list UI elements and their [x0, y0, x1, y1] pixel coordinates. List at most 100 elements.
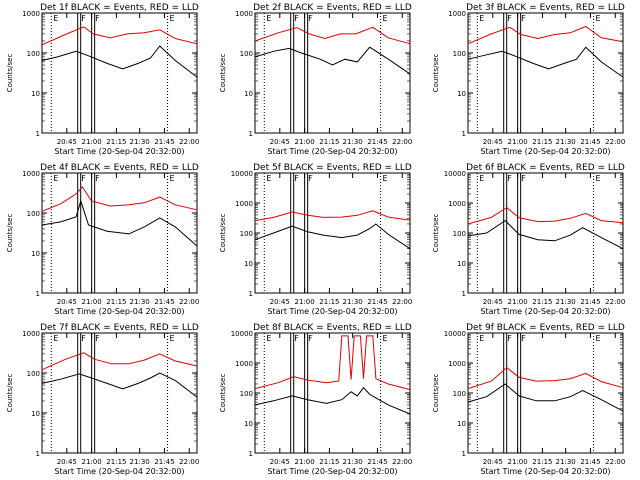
x-tick-label: 21:15: [532, 298, 552, 306]
x-tick-label: 20:45: [483, 458, 503, 466]
panel-title: Det 5f BLACK = Events, RED = LLD: [253, 163, 412, 173]
marker-label: F: [294, 14, 299, 23]
marker-label: F: [294, 174, 299, 183]
marker-label: F: [507, 334, 512, 343]
marker-label: E: [383, 14, 388, 23]
y-axis-label: Counts/sec: [219, 214, 227, 253]
plot-frame: [254, 332, 411, 454]
marker-label: F: [308, 14, 313, 23]
y-tick-label: 1: [462, 290, 466, 298]
x-axis-label: Start Time (20-Sep-04 20:32:00): [480, 467, 610, 476]
series-line-lld: [254, 26, 411, 45]
panel-1: Det 1f BLACK = Events, RED = LLD Counts/s…: [6, 3, 199, 156]
x-tick-label: 21:15: [106, 298, 126, 306]
y-tick-label: 1: [36, 290, 40, 298]
y-tick-label: 100: [453, 50, 466, 58]
y-tick-label: 10: [244, 260, 253, 268]
x-tick-label: 21:45: [580, 298, 600, 306]
marker-label: E: [596, 174, 601, 183]
x-tick-label: 21:15: [319, 298, 339, 306]
plot-frame: [467, 12, 624, 134]
x-tick-label: 21:00: [82, 458, 102, 466]
x-tick-label: 21:00: [82, 298, 102, 306]
y-tick-label: 1000: [235, 360, 253, 368]
x-tick-label: 21:30: [343, 298, 363, 306]
marker-label: E: [479, 334, 484, 343]
panel-title: Det 4f BLACK = Events, RED = LLD: [40, 163, 199, 173]
x-axis-label: Start Time (20-Sep-04 20:32:00): [54, 467, 184, 476]
x-tick-label: 21:00: [295, 298, 315, 306]
x-tick-label: 21:15: [106, 458, 126, 466]
panel-5: Det 5f BLACK = Events, RED = LLD Counts/s…: [219, 163, 412, 316]
x-tick-label: 21:00: [508, 458, 528, 466]
x-tick-label: 22:00: [392, 298, 412, 306]
y-tick-label: 1000: [235, 10, 253, 18]
marker-label: F: [521, 14, 526, 23]
series-line-lld: [467, 206, 624, 225]
panel-9: Det 9f BLACK = Events, RED = LLD Counts/s…: [432, 323, 625, 476]
x-tick-label: 20:45: [270, 138, 290, 146]
marker-label: E: [266, 14, 271, 23]
x-tick-label: 21:45: [154, 458, 174, 466]
x-tick-label: 21:30: [130, 298, 150, 306]
marker-label: F: [507, 14, 512, 23]
x-tick-label: 20:45: [57, 138, 77, 146]
x-tick-label: 21:30: [343, 138, 363, 146]
marker-label: F: [308, 174, 313, 183]
series-line-events: [467, 383, 624, 412]
y-tick-label: 1: [462, 450, 466, 458]
y-tick-label: 10000: [231, 330, 253, 338]
y-tick-label: 1000: [22, 10, 40, 18]
panel-title: Det 1f BLACK = Events, RED = LLD: [40, 3, 199, 13]
marker-label: F: [521, 334, 526, 343]
marker-label: E: [170, 14, 175, 23]
marker-label: F: [294, 334, 299, 343]
plot-frame: [41, 332, 198, 454]
x-tick-label: 21:30: [343, 458, 363, 466]
series-line-lld: [254, 335, 411, 391]
series-line-lld: [467, 366, 624, 390]
y-tick-label: 100: [240, 50, 253, 58]
x-tick-label: 21:15: [106, 138, 126, 146]
marker-label: E: [596, 334, 601, 343]
y-axis-label: Counts/sec: [6, 374, 14, 413]
y-tick-label: 10000: [444, 170, 466, 178]
y-tick-label: 10: [457, 260, 466, 268]
x-axis-label: Start Time (20-Sep-04 20:32:00): [480, 307, 610, 316]
y-tick-label: 1000: [22, 170, 40, 178]
y-tick-label: 1: [249, 290, 253, 298]
marker-label: F: [507, 174, 512, 183]
y-tick-label: 100: [240, 390, 253, 398]
y-tick-label: 10: [244, 420, 253, 428]
y-tick-label: 10: [244, 90, 253, 98]
plot-frame: [41, 172, 198, 294]
x-tick-label: 21:30: [556, 298, 576, 306]
x-axis-label: Start Time (20-Sep-04 20:32:00): [54, 307, 184, 316]
x-tick-label: 21:00: [508, 138, 528, 146]
panel-8: Det 8f BLACK = Events, RED = LLD Counts/s…: [219, 323, 412, 476]
panel-6: Det 6f BLACK = Events, RED = LLD Counts/s…: [432, 163, 625, 316]
marker-label: F: [521, 174, 526, 183]
x-tick-label: 22:00: [605, 298, 625, 306]
y-tick-label: 100: [27, 50, 40, 58]
marker-label: E: [479, 14, 484, 23]
x-tick-label: 21:30: [556, 138, 576, 146]
series-line-lld: [41, 352, 198, 371]
series-line-lld: [467, 25, 624, 45]
x-tick-label: 22:00: [179, 138, 199, 146]
marker-label: E: [266, 334, 271, 343]
marker-label: E: [383, 174, 388, 183]
marker-label: F: [95, 14, 100, 23]
y-tick-label: 10000: [231, 170, 253, 178]
marker-label: F: [81, 334, 86, 343]
panel-title: Det 7f BLACK = Events, RED = LLD: [40, 323, 199, 333]
panel-4: Det 4f BLACK = Events, RED = LLD Counts/s…: [6, 163, 199, 316]
x-tick-label: 21:15: [319, 458, 339, 466]
plot-frame: [254, 12, 411, 134]
series-line-events: [254, 223, 411, 250]
x-tick-label: 20:45: [483, 138, 503, 146]
y-tick-label: 100: [453, 230, 466, 238]
y-tick-label: 1000: [448, 200, 466, 208]
panel-title: Det 3f BLACK = Events, RED = LLD: [466, 3, 625, 13]
